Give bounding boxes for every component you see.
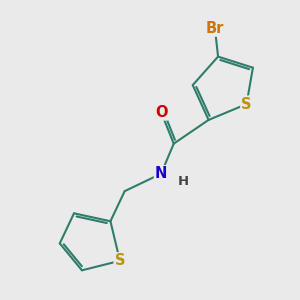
Text: Br: Br [206,21,224,36]
Text: S: S [115,253,125,268]
Text: S: S [241,97,252,112]
Text: H: H [178,175,189,188]
Text: O: O [155,104,167,119]
Text: N: N [155,166,167,181]
